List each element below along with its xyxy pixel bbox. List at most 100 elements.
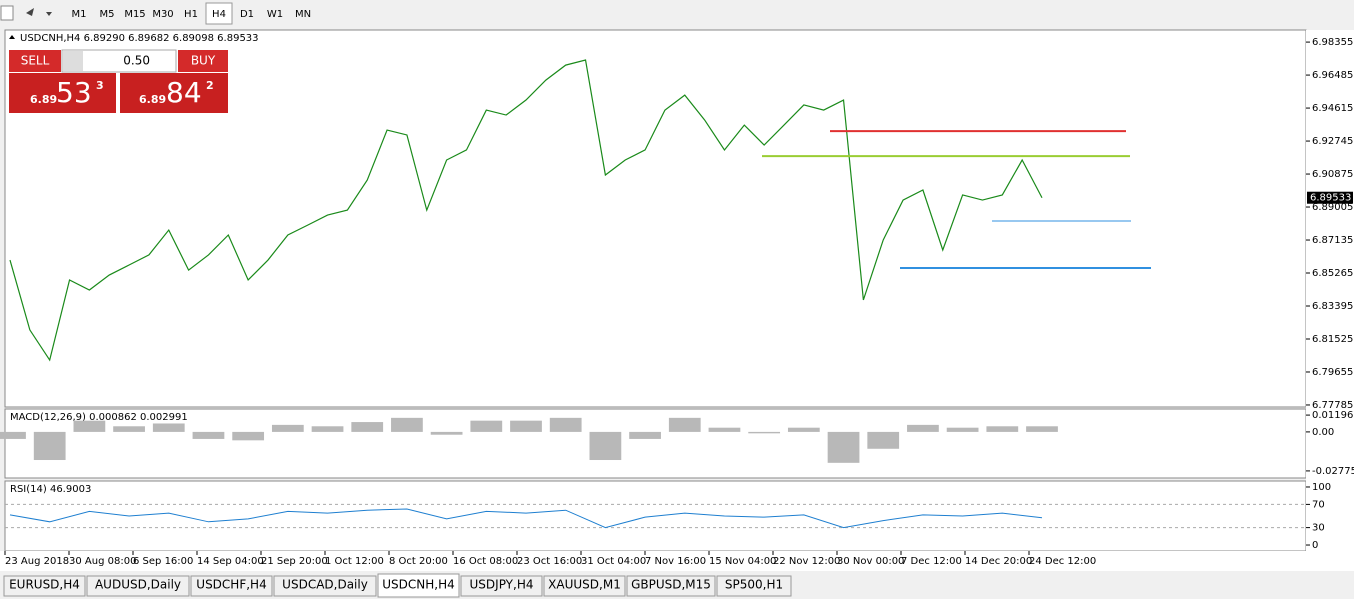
sell-price-box[interactable]: [9, 73, 116, 113]
x-tick-label: 8 Oct 20:00: [389, 556, 448, 567]
macd-bar: [748, 431, 781, 434]
macd-bar: [152, 423, 185, 432]
macd-bar: [946, 427, 979, 432]
tab-label[interactable]: SP500,H1: [725, 578, 783, 592]
price-axis: [1306, 30, 1354, 551]
tab[interactable]: [377, 573, 460, 598]
y-tick-label: -0.027758: [1312, 466, 1354, 477]
timeframe-button[interactable]: [122, 3, 148, 24]
timeframe-label[interactable]: W1: [267, 9, 283, 20]
y-tick-label: 6.81525: [1312, 334, 1353, 345]
x-tick-label: 22 Nov 12:00: [773, 556, 840, 567]
tab-label[interactable]: USDJPY,H4: [470, 578, 534, 592]
macd-bar: [73, 420, 106, 432]
timeframe-button[interactable]: [66, 3, 92, 24]
macd-bar: [549, 417, 582, 432]
y-tick-label: 6.87135: [1312, 235, 1353, 246]
x-tick-label: 7 Nov 16:00: [645, 556, 706, 567]
sell-label[interactable]: SELL: [21, 54, 50, 68]
tab-label[interactable]: EURUSD,H4: [9, 578, 80, 592]
header-arrow: [9, 35, 15, 39]
tab[interactable]: [273, 575, 377, 597]
sell-big: 6.89: [30, 93, 57, 106]
macd-bar: [668, 417, 701, 432]
buy-button[interactable]: [178, 50, 228, 72]
sell-button[interactable]: [9, 50, 61, 72]
current-price-label: 6.89533: [1310, 193, 1351, 204]
tab[interactable]: [86, 575, 190, 597]
buy-pips: 84: [166, 76, 202, 109]
tab[interactable]: [716, 575, 792, 597]
buy-frac: 2: [206, 79, 214, 92]
timeframe-button[interactable]: [262, 3, 288, 24]
timeframe-label[interactable]: M1: [72, 9, 87, 20]
y-tick-label: 6.79655: [1312, 367, 1353, 378]
y-tick-label: 0.011968: [1312, 410, 1354, 421]
macd-bar: [311, 426, 344, 432]
y-tick-label: 0: [1312, 540, 1318, 551]
timeframe-button[interactable]: [234, 3, 260, 24]
macd-bar: [271, 424, 304, 432]
tab-label[interactable]: AUDUSD,Daily: [95, 578, 181, 592]
tab[interactable]: [460, 575, 543, 597]
y-tick-label: 6.94615: [1312, 103, 1353, 114]
y-tick-label: 0.00: [1312, 427, 1334, 438]
macd-bar: [589, 431, 622, 461]
tab-label[interactable]: USDCNH,H4: [382, 578, 455, 592]
x-tick-label: 30 Aug 08:00: [69, 556, 136, 567]
tab-label[interactable]: USDCHF,H4: [196, 578, 266, 592]
timeframe-button[interactable]: [205, 2, 233, 25]
y-tick-label: 30: [1312, 523, 1325, 534]
tab-label[interactable]: GBPUSD,M15: [631, 578, 711, 592]
macd-panel: [4, 408, 1307, 479]
x-tick-label: 14 Dec 20:00: [965, 556, 1032, 567]
timeframe-button[interactable]: [94, 3, 120, 24]
buy-price-box[interactable]: [120, 73, 228, 113]
buy-label[interactable]: BUY: [191, 54, 216, 68]
macd-bar: [391, 417, 423, 432]
y-tick-label: 6.89005: [1312, 202, 1353, 213]
x-tick-label: 1 Oct 12:00: [325, 556, 384, 567]
timeframe-label[interactable]: M30: [152, 9, 173, 20]
dropdown-arrow[interactable]: [46, 12, 52, 16]
timeframe-label[interactable]: H4: [212, 9, 226, 20]
price-line: [9, 59, 1043, 362]
trade-panel: SELL 0.50 BUY 6.89 53 3 6.89 84 2: [9, 49, 228, 113]
y-tick-label: 6.92745: [1312, 136, 1353, 147]
timeframe-label[interactable]: M15: [124, 9, 145, 20]
x-tick-label: 14 Sep 04:00: [197, 556, 264, 567]
macd-bar: [351, 422, 384, 432]
tab-label[interactable]: XAUUSD,M1: [548, 578, 621, 592]
lots-spinner[interactable]: [63, 51, 83, 71]
tool-icon[interactable]: [0, 5, 14, 21]
macd-bar: [113, 426, 145, 432]
timeframe-button[interactable]: [150, 3, 176, 24]
x-tick-label: 24 Dec 12:00: [1029, 556, 1096, 567]
timeframe-button[interactable]: [290, 3, 316, 24]
timeframe-label[interactable]: M5: [100, 9, 115, 20]
x-tick-label: 23 Aug 2018: [5, 556, 69, 567]
tab[interactable]: [626, 575, 716, 597]
tab[interactable]: [3, 575, 86, 597]
tab[interactable]: [190, 575, 273, 597]
x-tick-label: 30 Nov 00:00: [837, 556, 904, 567]
lots-value[interactable]: 0.50: [123, 54, 150, 68]
tab[interactable]: [543, 575, 626, 597]
macd-bar: [827, 431, 860, 463]
y-tick-label: 6.83395: [1312, 301, 1353, 312]
y-tick-label: 70: [1312, 499, 1325, 510]
macd-bar: [907, 424, 939, 432]
timeframe-label[interactable]: H1: [184, 9, 198, 20]
x-tick-label: 7 Dec 12:00: [901, 556, 962, 567]
tool-icon[interactable]: [26, 8, 34, 16]
timeframe-label[interactable]: MN: [295, 9, 311, 20]
macd-bar: [192, 431, 225, 439]
timeframe-button[interactable]: [178, 3, 204, 24]
macd-bar: [629, 431, 661, 439]
tab-label[interactable]: USDCAD,Daily: [282, 578, 368, 592]
y-tick-label: 6.85265: [1312, 268, 1353, 279]
macd-bar: [1026, 426, 1058, 432]
timeframe-label[interactable]: D1: [240, 9, 254, 20]
lots-box[interactable]: [61, 49, 177, 73]
